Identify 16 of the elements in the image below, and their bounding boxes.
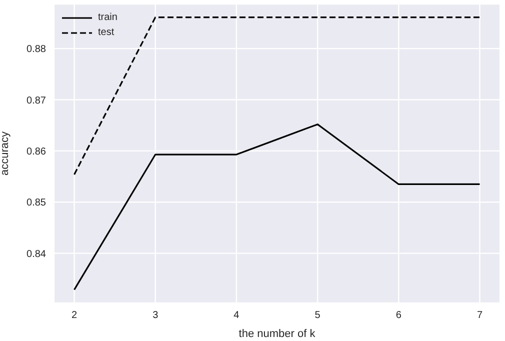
legend-label: train [98, 12, 118, 23]
x-tick-label: 7 [476, 310, 483, 322]
y-tick-label: 0.85 [26, 198, 46, 209]
y-tick-label: 0.86 [26, 146, 46, 158]
x-tick-label: 6 [396, 310, 402, 322]
x-tick-label: 3 [152, 310, 159, 322]
x-tick-label: 5 [314, 310, 321, 322]
y-axis-title: accuracy [0, 131, 11, 176]
line-series [73, 124, 481, 290]
y-tick-label: 0.84 [26, 248, 46, 260]
x-axis-title: the number of k [238, 328, 316, 340]
y-tick-label: 0.87 [26, 95, 46, 106]
y-tick-label: 0.88 [26, 44, 46, 56]
x-tick-label: 4 [234, 310, 240, 322]
x-tick-label: 2 [71, 310, 78, 322]
legend-label: test [98, 27, 114, 38]
